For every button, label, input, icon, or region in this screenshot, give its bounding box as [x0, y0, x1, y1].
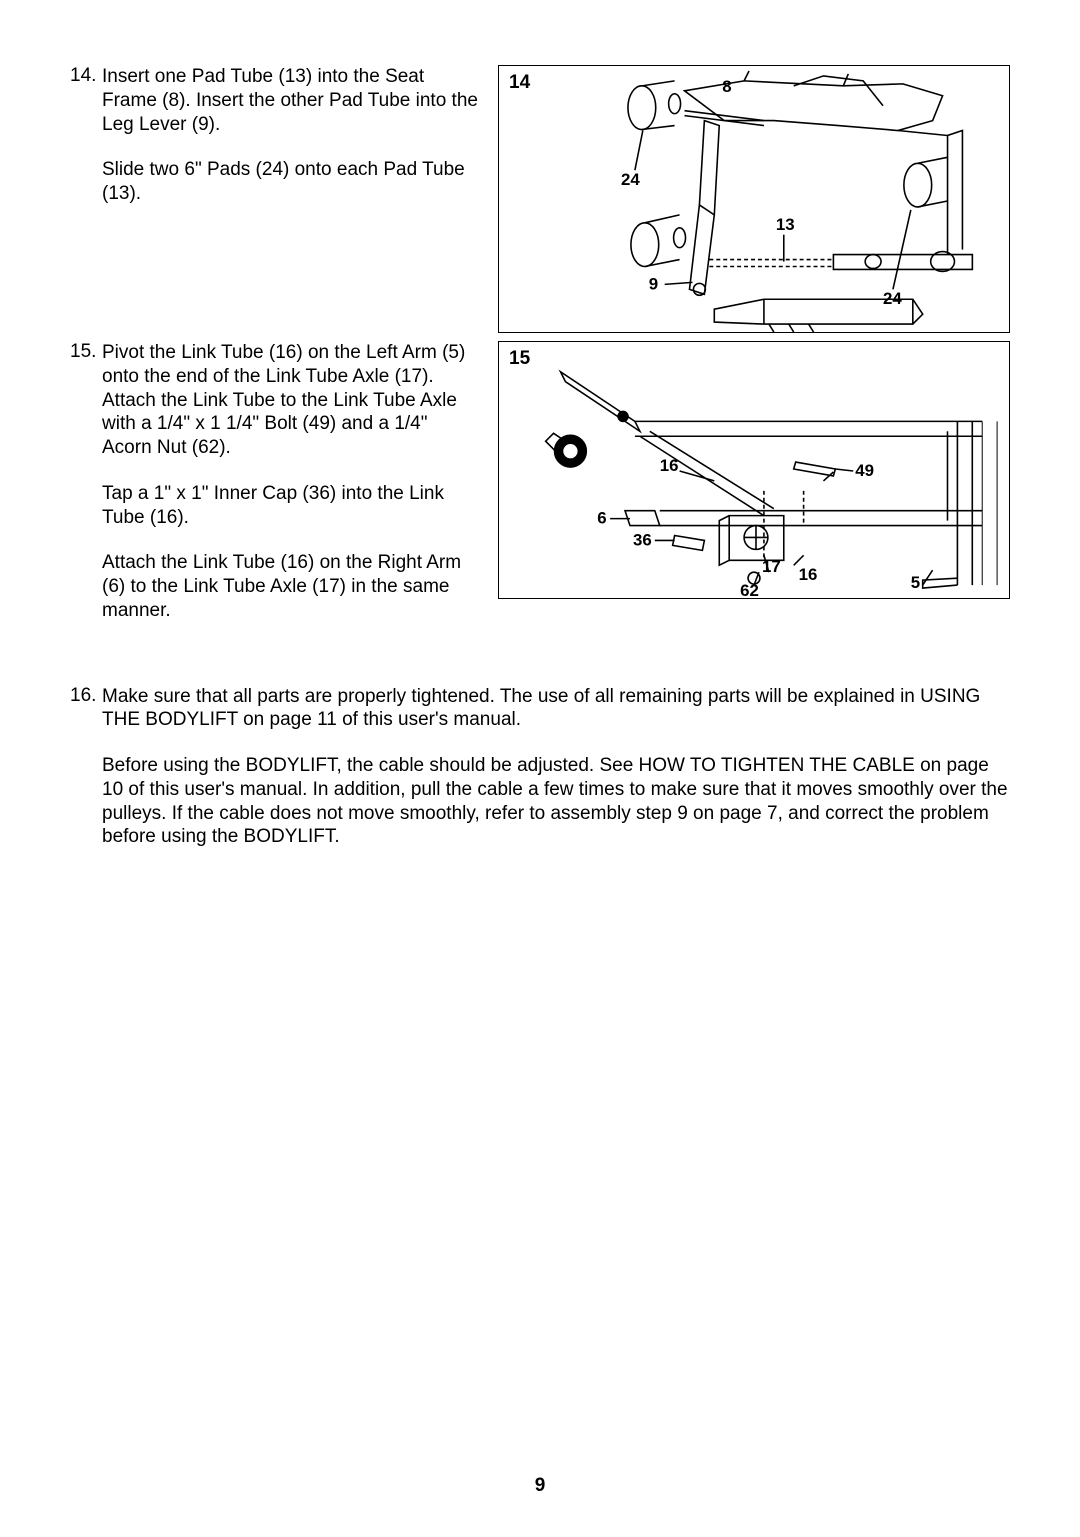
fig15-label-36: 36 [633, 530, 652, 549]
figure-15-svg: 16 49 6 36 17 62 16 5 [499, 342, 1009, 598]
fig14-label-9: 9 [649, 274, 658, 293]
figure-14-svg: 8 24 9 13 24 [499, 66, 1009, 332]
fig15-label-62: 62 [740, 581, 759, 598]
step-14-p1: Insert one Pad Tube (13) into the Seat F… [102, 65, 480, 136]
fig14-label-13: 13 [776, 215, 795, 234]
fig15-label-16a: 16 [660, 456, 679, 475]
figure-15-col: 15 [480, 341, 1010, 645]
step-14-number: 14. [70, 65, 102, 333]
step-16-p2: Before using the BODYLIFT, the cable sho… [102, 754, 1010, 849]
step-14-p2: Slide two 6" Pads (24) onto each Pad Tub… [102, 158, 480, 206]
figure-15-box: 15 [498, 341, 1010, 599]
step-16-number: 16. [70, 685, 102, 872]
figure-14-box: 14 [498, 65, 1010, 333]
page-number: 9 [0, 1475, 1080, 1497]
fig14-label-8: 8 [722, 77, 731, 96]
step-14-text: Insert one Pad Tube (13) into the Seat F… [102, 65, 480, 333]
step-16-text: Make sure that all parts are properly ti… [102, 685, 1010, 872]
step-14-text-col: 14. Insert one Pad Tube (13) into the Se… [70, 65, 480, 333]
figure-14-col: 14 [480, 65, 1010, 333]
step-14-row: 14. Insert one Pad Tube (13) into the Se… [70, 65, 1010, 333]
fig14-label-24a: 24 [621, 170, 640, 189]
fig15-label-16b: 16 [799, 565, 818, 584]
step-15-p1: Pivot the Link Tube (16) on the Left Arm… [102, 341, 480, 460]
fig15-label-49: 49 [855, 461, 874, 480]
fig15-label-6: 6 [597, 509, 606, 528]
step-15-p3: Attach the Link Tube (16) on the Right A… [102, 551, 480, 622]
step-16-p1: Make sure that all parts are properly ti… [102, 685, 1010, 733]
fig14-label-24b: 24 [883, 289, 902, 308]
fig15-label-5: 5 [911, 573, 920, 592]
step-16-row: 16. Make sure that all parts are properl… [70, 685, 1010, 872]
step-15-text: Pivot the Link Tube (16) on the Left Arm… [102, 341, 480, 645]
figure-15-number: 15 [509, 348, 530, 370]
step-15-number: 15. [70, 341, 102, 645]
step-15-row: 15. Pivot the Link Tube (16) on the Left… [70, 341, 1010, 645]
step-15-p2: Tap a 1" x 1" Inner Cap (36) into the Li… [102, 482, 480, 530]
figure-14-number: 14 [509, 72, 530, 94]
step-15-text-col: 15. Pivot the Link Tube (16) on the Left… [70, 341, 480, 645]
fig15-label-17: 17 [762, 557, 781, 576]
